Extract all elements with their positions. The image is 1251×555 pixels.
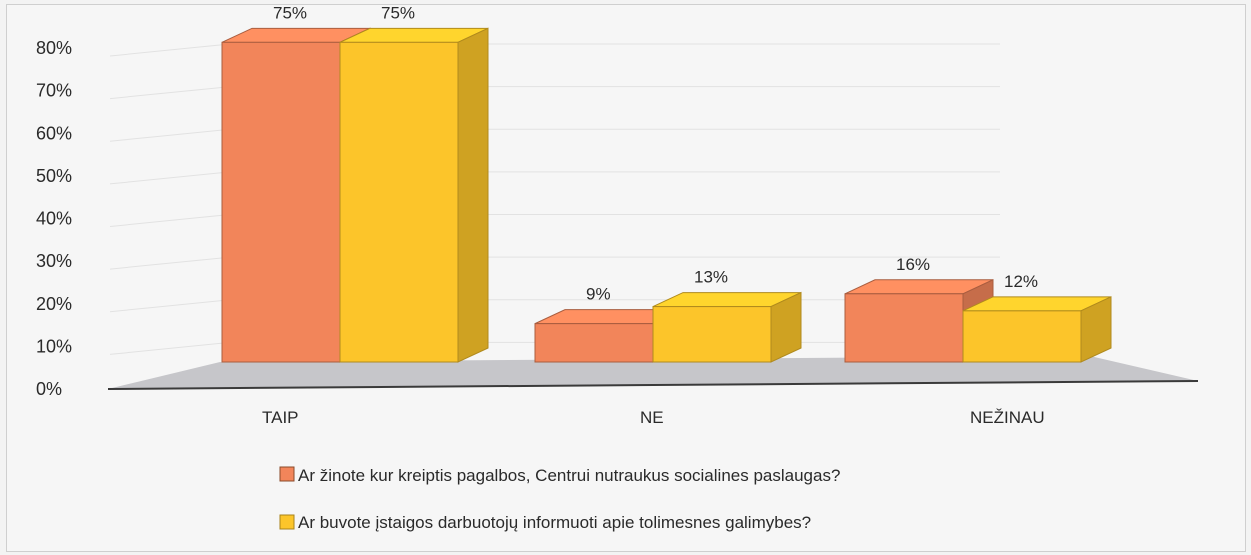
- y-tick-label: 70%: [36, 81, 72, 101]
- category-labels: TAIP NE NEŽINAU: [262, 408, 1045, 427]
- category-label-1: TAIP: [262, 408, 299, 427]
- chart-floor: [107, 356, 1199, 390]
- y-axis-ticks: 0% 10% 20% 30% 40% 50% 60% 70% 80%: [36, 38, 72, 399]
- chart-frame: [6, 4, 1246, 552]
- category-label-3: NEŽINAU: [970, 408, 1045, 427]
- bar-front-face: [844, 293, 964, 363]
- x-axis-line: [107, 380, 1199, 390]
- y-tick-label: 60%: [36, 123, 72, 143]
- y-tick-label: 0%: [36, 379, 62, 399]
- y-tick-label: 10%: [36, 336, 72, 356]
- bars: [221, 27, 1112, 363]
- floor-plane: [108, 356, 1198, 389]
- legend-item-2: Ar buvote įstaigos darbuotojų informuoti…: [279, 513, 811, 532]
- y-tick-label: 40%: [36, 209, 72, 229]
- data-label-NE-2: 13%: [694, 268, 728, 287]
- category-label-2: NE: [640, 408, 664, 427]
- bar-side-face: [457, 27, 489, 363]
- bar-front-face: [652, 306, 772, 363]
- bar-front-face: [221, 41, 341, 363]
- y-tick-label: 80%: [36, 38, 72, 58]
- bar-TAIP-2: [339, 27, 489, 363]
- y-tick-label: 50%: [36, 166, 72, 186]
- data-label-NE-1: 9%: [586, 285, 611, 304]
- y-tick-label: 20%: [36, 294, 72, 314]
- bar-front-face: [534, 323, 654, 363]
- data-label-TAIP-2: 75%: [381, 3, 415, 22]
- bar-front-face: [339, 41, 459, 363]
- data-label-TAIP-1: 75%: [273, 3, 307, 22]
- legend-swatch-1: [279, 466, 295, 482]
- legend-swatch-2: [279, 514, 295, 530]
- bar-front-face: [962, 310, 1082, 363]
- bar-NE-2: [652, 291, 802, 363]
- bar-NEŽINAU-2: [962, 296, 1112, 363]
- data-labels: 75% 75% 9% 13% 16% 12%: [273, 3, 1038, 303]
- y-tick-label: 30%: [36, 251, 72, 271]
- data-label-NEŽINAU-1: 16%: [896, 255, 930, 274]
- legend: Ar žinote kur kreiptis pagalbos, Centrui…: [279, 466, 840, 532]
- legend-label-1: Ar žinote kur kreiptis pagalbos, Centrui…: [298, 466, 840, 485]
- legend-label-2: Ar buvote įstaigos darbuotojų informuoti…: [298, 513, 811, 532]
- legend-item-1: Ar žinote kur kreiptis pagalbos, Centrui…: [279, 466, 840, 485]
- data-label-NEŽINAU-2: 12%: [1004, 272, 1038, 291]
